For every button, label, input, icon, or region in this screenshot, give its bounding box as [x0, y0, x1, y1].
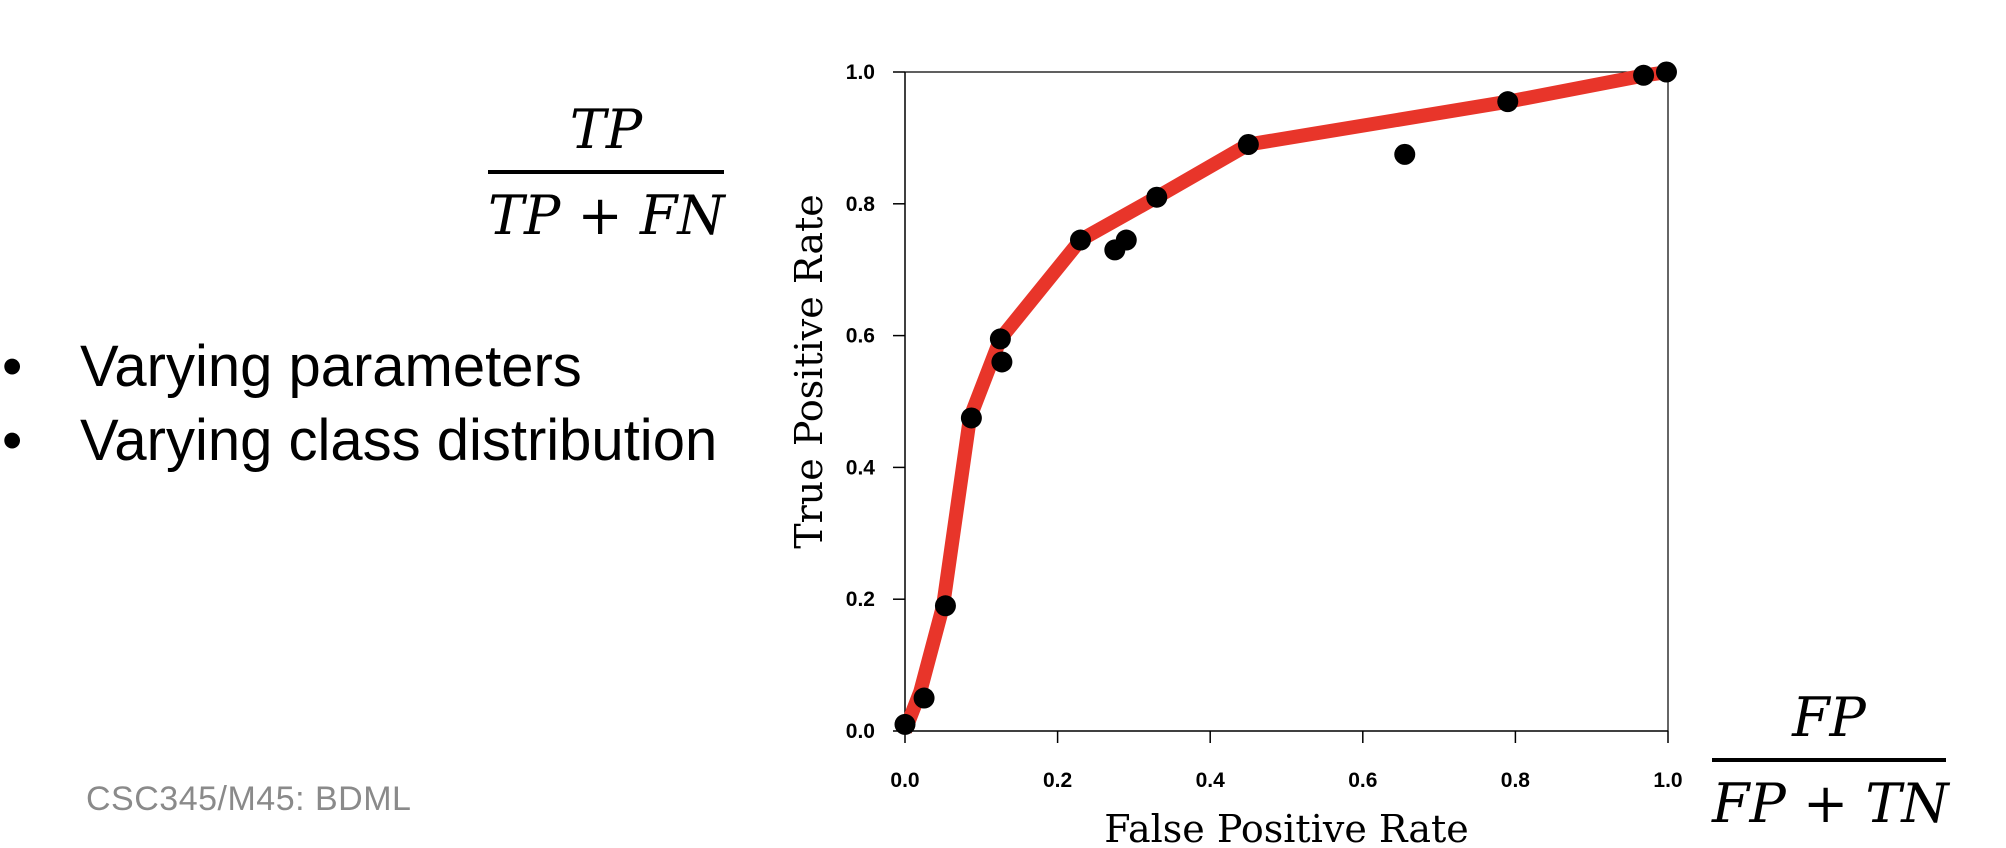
roc-point — [989, 328, 1011, 350]
roc-point — [1497, 91, 1519, 113]
roc-point — [991, 351, 1013, 373]
plot-frame — [904, 71, 1669, 732]
x-tick-label: 0.6 — [1348, 769, 1377, 792]
fpr-denominator: FP + TN — [1712, 772, 1949, 835]
bullet-text: Varying parameters — [80, 334, 582, 399]
roc-point — [913, 687, 935, 709]
y-tick-label: 0.8 — [846, 193, 876, 216]
y-axis-title: True Positive Rate — [787, 194, 831, 548]
bullet-text: Varying class distribution — [80, 408, 718, 473]
y-axis-ticks: 0.0 0.2 0.4 0.6 0.8 1.0 — [846, 61, 905, 743]
roc-point — [1633, 64, 1655, 86]
roc-point — [1146, 186, 1168, 208]
x-tick-label: 0.0 — [890, 769, 919, 792]
y-tick-label: 0.4 — [846, 456, 876, 479]
course-footer: CSC345/M45: BDML — [86, 780, 412, 818]
roc-point — [1394, 143, 1416, 165]
roc-point — [960, 407, 982, 429]
x-tick-label: 0.8 — [1501, 769, 1531, 792]
roc-point — [1655, 61, 1677, 83]
bullet-symbol: • — [2, 334, 23, 399]
fraction-bar — [488, 170, 724, 174]
y-tick-label: 1.0 — [846, 61, 875, 84]
fpr-numerator: FP — [1792, 686, 1866, 749]
x-axis-title: False Positive Rate — [1104, 807, 1469, 848]
tpr-denominator: TP + FN — [488, 184, 725, 247]
roc-data-points — [894, 61, 1677, 735]
roc-point — [934, 595, 956, 617]
tpr-numerator: TP — [569, 98, 643, 161]
x-axis-ticks: 0.0 0.2 0.4 0.6 0.8 1.0 — [890, 731, 1683, 792]
tpr-formula: TP TP + FN — [488, 96, 725, 250]
fraction-bar — [1712, 758, 1946, 762]
y-tick-label: 0.0 — [846, 720, 875, 743]
roc-point — [1237, 133, 1259, 155]
x-tick-label: 1.0 — [1653, 769, 1682, 792]
bullet-list: • Varying parameters • Varying class dis… — [0, 330, 717, 478]
roc-point — [1069, 229, 1091, 251]
roc-point — [894, 713, 916, 735]
roc-point — [1115, 229, 1137, 251]
bullet-item-parameters: • Varying parameters — [0, 330, 717, 404]
roc-curve-line — [898, 65, 1669, 734]
y-tick-label: 0.6 — [846, 325, 875, 348]
x-tick-label: 0.4 — [1196, 769, 1226, 792]
bullet-symbol: • — [2, 408, 23, 473]
y-tick-label: 0.2 — [846, 588, 875, 611]
x-tick-label: 0.2 — [1043, 769, 1072, 792]
fpr-formula: FP FP + TN — [1712, 684, 1949, 838]
bullet-item-class-distribution: • Varying class distribution — [0, 404, 717, 478]
